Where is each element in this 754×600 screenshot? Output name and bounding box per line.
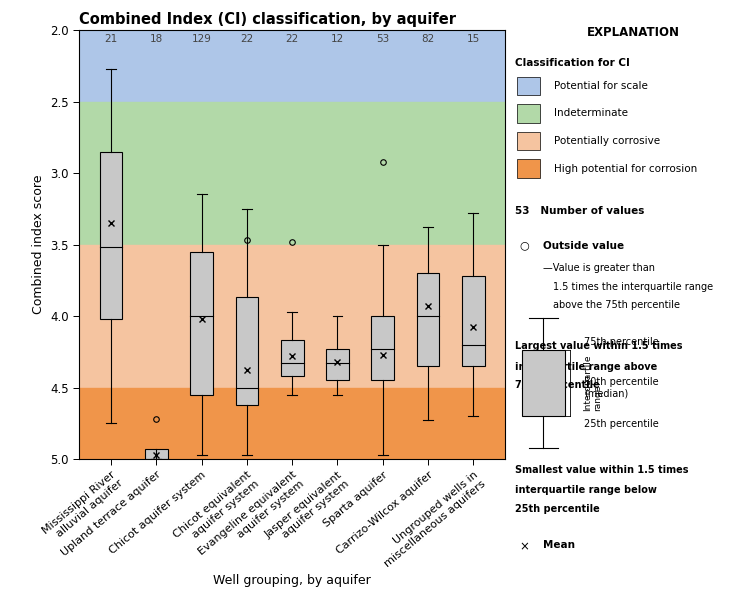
Bar [372,316,394,380]
Text: High potential for corrosion: High potential for corrosion [554,164,697,173]
Bar [517,77,540,95]
Text: 21: 21 [104,34,118,44]
X-axis label: Well grouping, by aquifer: Well grouping, by aquifer [213,574,371,587]
Bar [79,245,505,388]
Text: 18: 18 [149,34,163,44]
Text: ○: ○ [520,241,529,251]
Bar [517,160,540,178]
Bar [79,388,505,459]
Bar [79,101,505,245]
Text: 53: 53 [376,34,389,44]
Text: 25th percentile: 25th percentile [515,504,599,514]
Text: 75th percentile: 75th percentile [515,380,599,390]
Text: Mean: Mean [544,540,575,550]
Bar [522,350,565,416]
Text: Outside value: Outside value [544,241,624,251]
Bar [100,152,122,319]
Text: Combined Index (CI) classification, by aquifer: Combined Index (CI) classification, by a… [79,13,456,28]
Text: 25th percentile: 25th percentile [584,419,658,429]
Text: Indeterminate: Indeterminate [554,109,628,118]
Text: Potentially corrosive: Potentially corrosive [554,136,661,146]
Text: 12: 12 [331,34,344,44]
Text: 75th percentile: 75th percentile [584,337,658,347]
Text: Largest value within 1.5 times: Largest value within 1.5 times [515,341,682,352]
Text: 15: 15 [467,34,480,44]
Bar [280,340,304,376]
Bar [326,349,349,380]
Text: Smallest value within 1.5 times: Smallest value within 1.5 times [515,466,688,475]
Text: Potential for scale: Potential for scale [554,81,648,91]
Bar [145,449,167,459]
Text: ×: × [520,540,529,553]
Text: —Value is greater than: —Value is greater than [544,263,655,272]
Bar [517,132,540,150]
Text: 22: 22 [286,34,299,44]
Text: interquartile range below: interquartile range below [515,485,657,496]
Bar [79,30,505,101]
Text: 82: 82 [421,34,435,44]
Text: 53   Number of values: 53 Number of values [515,206,645,216]
Bar [417,273,440,366]
Text: above the 75th percentile: above the 75th percentile [553,300,680,310]
Text: Interquartile
range: Interquartile range [583,355,602,412]
Text: EXPLANATION: EXPLANATION [587,26,680,40]
Text: 50th percentile
(median): 50th percentile (median) [584,377,658,398]
Text: 22: 22 [241,34,253,44]
Text: Classification for CI: Classification for CI [515,58,630,68]
Bar [517,104,540,122]
Text: 1.5 times the interquartile range: 1.5 times the interquartile range [553,282,713,292]
Bar [190,251,213,395]
Text: interquartile range above: interquartile range above [515,362,657,371]
Bar [462,276,485,366]
Text: 129: 129 [192,34,211,44]
Y-axis label: Combined index score: Combined index score [32,175,44,314]
Bar [235,298,258,404]
